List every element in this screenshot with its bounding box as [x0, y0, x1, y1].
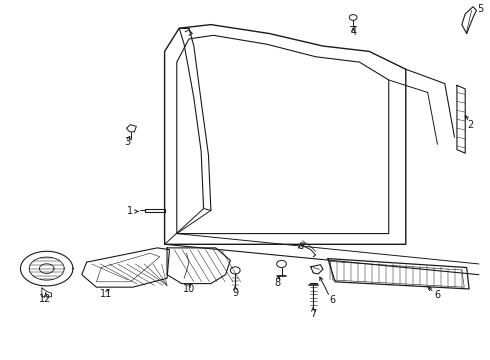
Text: 12: 12	[39, 294, 51, 303]
Text: 6: 6	[330, 295, 336, 305]
Text: 5: 5	[477, 4, 484, 14]
Text: 3: 3	[124, 138, 130, 148]
Text: 11: 11	[100, 289, 112, 299]
Text: 1: 1	[126, 206, 133, 216]
Text: 4: 4	[350, 27, 356, 37]
Text: 7: 7	[310, 309, 317, 319]
Text: 10: 10	[183, 284, 195, 294]
Text: 8: 8	[274, 278, 280, 288]
Text: 2: 2	[467, 120, 473, 130]
Text: 9: 9	[232, 288, 238, 297]
Text: 6: 6	[435, 290, 441, 300]
